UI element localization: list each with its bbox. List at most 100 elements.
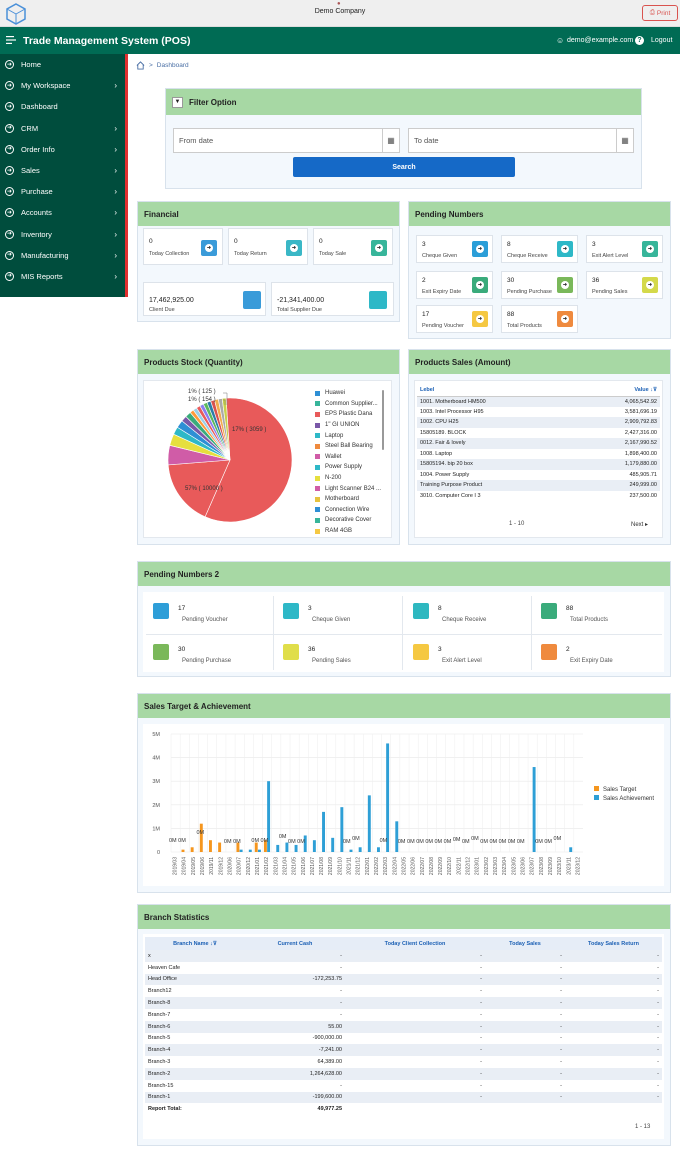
logout-link[interactable]: Logout [651,37,673,44]
bar[interactable] [322,811,325,852]
pending2-card[interactable]: 17 Pending Voucher [150,601,272,635]
pie-slice[interactable] [221,397,231,461]
financial-card[interactable]: 0 Today Sale ➜ [313,228,393,265]
table-row[interactable]: 1004. Power Supply 485,905.71 [417,469,660,480]
table-row[interactable]: Branch-3 64,389.00 - - - [145,1056,662,1068]
table-row[interactable]: 0012. Fair & lovely 2,167,990.52 [417,438,660,449]
sidebar-item-my-workspace[interactable]: ➜ My Workspace › [0,75,125,96]
legend-item[interactable]: Steel Ball Bearing [315,441,385,452]
calendar-icon[interactable]: ▦ [616,129,633,152]
bar[interactable] [267,781,271,852]
table-row[interactable]: 15805194. bip 20 box 1,179,880.00 [417,459,660,470]
financial-card[interactable]: 0 Today Collection ➜ [143,228,223,265]
sidebar-item-mis-reports[interactable]: ➜ MIS Reports › [0,266,125,287]
pending2-card[interactable]: 2 Exit Expiry Date [538,642,660,676]
table-row[interactable]: Branch-6 55.00 - - - [145,1020,662,1033]
bar[interactable] [248,849,252,852]
pending-card[interactable]: 8 Cheque Receive ➜ [501,235,578,263]
bar[interactable] [285,842,289,852]
legend-item[interactable]: Decorative Cover [315,515,385,526]
sidebar-item-inventory[interactable]: ➜ Inventory › [0,224,125,245]
table-row[interactable]: 1003. Intel Processor H95 3,581,696.19 [417,406,660,417]
due-card[interactable]: 17,462,925.00 Client Due [143,282,266,316]
col-value-header[interactable]: Value ↓⊽ [575,384,660,397]
legend-item[interactable]: EPS Plastic Dana [315,409,385,420]
legend-item[interactable]: Huawei [315,388,385,399]
print-button[interactable]: ⎙ Print [642,5,678,21]
table-row[interactable]: Branch-2 1,264,628.00 - - - [145,1067,662,1080]
table-row[interactable]: Heaven Cafe - - - - [145,961,662,974]
col-header[interactable]: Current Cash [245,937,345,950]
table-row[interactable]: Branch-7 - - - - [145,1008,662,1021]
menu-icon[interactable] [6,35,16,45]
bar[interactable] [218,842,222,852]
sidebar-item-home[interactable]: ➜ Home [0,54,125,75]
pending-card[interactable]: 36 Pending Sales ➜ [586,271,663,299]
bar[interactable] [239,849,243,852]
table-row[interactable]: Branch-1 -199,600.00 - - - [145,1091,662,1104]
legend-item[interactable]: Common Supplier... [315,399,385,410]
bar[interactable] [263,840,267,852]
table-row[interactable]: Branch-4 -7,241.00 - - - [145,1044,662,1057]
bar[interactable] [532,767,536,852]
table-row[interactable]: Training Purpose Product 249,999.00 [417,480,660,491]
breadcrumb-current[interactable]: Dashboard [156,62,189,69]
pending2-card[interactable]: 36 Pending Sales [280,642,402,676]
legend-item[interactable]: 1" GI UNION [315,420,385,431]
legend-item[interactable]: Power Supply [315,462,385,473]
chart-legend-label[interactable]: Sales Target [603,787,637,793]
pending2-card[interactable]: 88 Total Products [538,601,660,635]
sidebar-item-partial[interactable] [0,287,125,297]
pending-card[interactable]: 3 Exit Alert Level ➜ [586,235,663,263]
legend-item[interactable]: Connection Wire [315,505,385,516]
table-row[interactable]: 1008. Laptop 1,898,400.00 [417,448,660,459]
table-row[interactable]: 1002. CPU H25 2,909,792.83 [417,417,660,428]
table-row[interactable]: Branch-5 -900,000.00 - - - [145,1032,662,1045]
sidebar-item-accounts[interactable]: ➜ Accounts › [0,202,125,223]
table-row[interactable]: 1001. Motherboard HM500 4,065,542.92 [417,396,660,407]
pending-card[interactable]: 17 Pending Voucher ➜ [416,305,493,333]
bar[interactable] [395,821,399,852]
col-header[interactable]: Today Client Collection [345,937,485,950]
sidebar-item-crm[interactable]: ➜ CRM › [0,118,125,139]
pending-card[interactable]: 3 Cheque Given ➜ [416,235,493,263]
bar[interactable] [199,823,203,852]
bar[interactable] [254,842,258,852]
bar[interactable] [386,743,390,852]
bar[interactable] [208,840,212,852]
caret-down-icon[interactable]: ▼ [172,96,183,108]
pending2-card[interactable]: 3 Exit Alert Level [410,642,532,676]
table-row[interactable]: Head Office -172,253.75 - - - [145,973,662,986]
legend-scrollbar[interactable] [382,390,384,450]
legend-item[interactable]: Motherboard [315,494,385,505]
pending2-card[interactable]: 30 Pending Purchase [150,642,272,676]
sales-next-button[interactable]: Next ▸ [631,522,649,528]
user-email[interactable]: demo@example.com [567,37,634,44]
bar[interactable] [294,844,298,852]
bar[interactable] [312,840,316,852]
legend-item[interactable]: Wallet [315,452,385,463]
legend-item[interactable]: Light Scanner B24 ... [315,483,385,494]
sidebar-item-purchase[interactable]: ➜ Purchase › [0,181,125,202]
bar[interactable] [331,837,335,852]
bar[interactable] [358,847,362,852]
bar[interactable] [349,849,353,852]
filter-header[interactable]: ▼ Filter Option [166,89,641,115]
bar[interactable] [190,847,194,852]
pending-card[interactable]: 30 Pending Purchase ➜ [501,271,578,299]
stock-legend[interactable]: Huawei Common Supplier... EPS Plastic Dana… [315,388,385,535]
pending-card[interactable]: 88 Total Products ➜ [501,305,578,333]
bar[interactable] [257,849,261,852]
table-row[interactable]: Branch-15 - - - - [145,1079,662,1092]
pie-slice[interactable] [167,459,231,518]
bar[interactable] [377,847,380,852]
table-row[interactable]: x---- [145,950,662,962]
sidebar-item-sales[interactable]: ➜ Sales › [0,160,125,181]
bar[interactable] [181,849,185,852]
col-label-header[interactable]: Lebel [417,384,576,397]
legend-item[interactable]: RAM 4GB [315,526,385,535]
pending-card[interactable]: 2 Exit Expiry Date ➜ [416,271,493,299]
table-row[interactable]: Branch-8 - - - - [145,997,662,1009]
bar[interactable] [303,835,307,852]
sidebar-item-manufacturing[interactable]: ➜ Manufacturing › [0,245,125,266]
